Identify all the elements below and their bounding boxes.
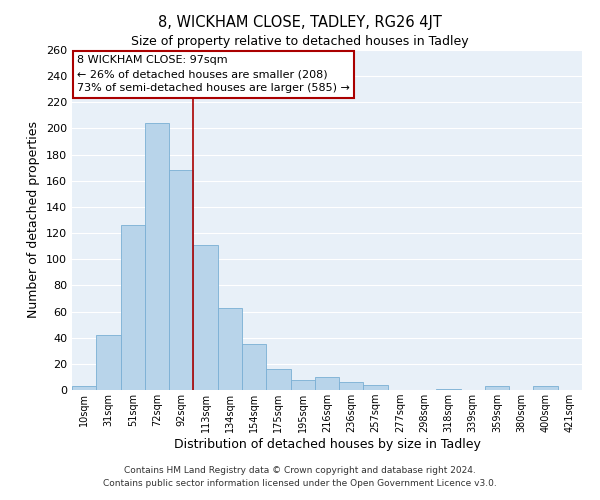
Bar xyxy=(339,382,364,390)
Bar xyxy=(242,344,266,390)
Bar xyxy=(121,225,145,390)
Text: 8, WICKHAM CLOSE, TADLEY, RG26 4JT: 8, WICKHAM CLOSE, TADLEY, RG26 4JT xyxy=(158,15,442,30)
Bar xyxy=(266,369,290,390)
Text: Size of property relative to detached houses in Tadley: Size of property relative to detached ho… xyxy=(131,35,469,48)
Bar xyxy=(193,245,218,390)
Bar xyxy=(169,170,193,390)
Bar xyxy=(290,380,315,390)
Bar xyxy=(315,377,339,390)
Bar xyxy=(96,335,121,390)
Bar xyxy=(218,308,242,390)
X-axis label: Distribution of detached houses by size in Tadley: Distribution of detached houses by size … xyxy=(173,438,481,451)
Bar xyxy=(145,123,169,390)
Y-axis label: Number of detached properties: Number of detached properties xyxy=(28,122,40,318)
Bar xyxy=(533,386,558,390)
Text: 8 WICKHAM CLOSE: 97sqm
← 26% of detached houses are smaller (208)
73% of semi-de: 8 WICKHAM CLOSE: 97sqm ← 26% of detached… xyxy=(77,55,350,93)
Bar xyxy=(436,388,461,390)
Bar xyxy=(485,386,509,390)
Text: Contains HM Land Registry data © Crown copyright and database right 2024.
Contai: Contains HM Land Registry data © Crown c… xyxy=(103,466,497,487)
Bar xyxy=(72,386,96,390)
Bar xyxy=(364,385,388,390)
